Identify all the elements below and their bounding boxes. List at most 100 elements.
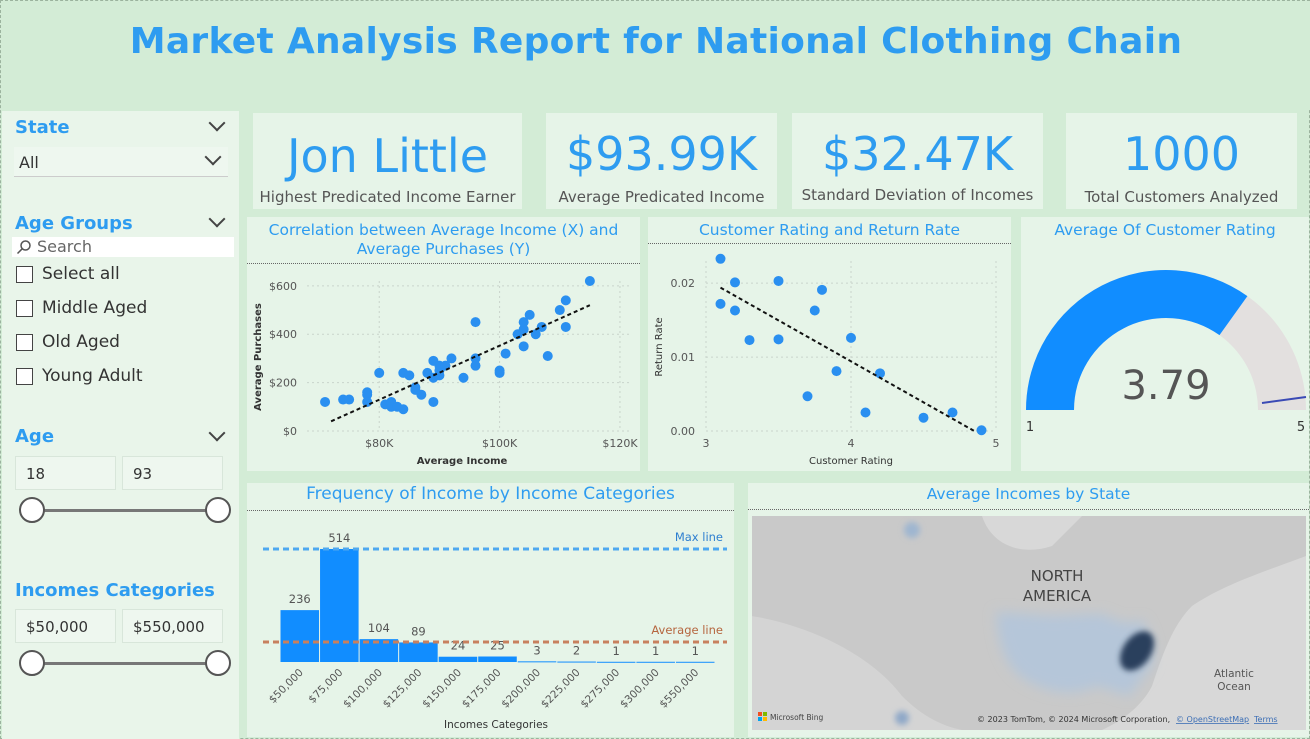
- scatter-point: [976, 425, 987, 436]
- checkbox[interactable]: [16, 334, 33, 351]
- scatter-point: [344, 394, 355, 405]
- scatter-point: [524, 309, 535, 320]
- chevron-down-icon[interactable]: [204, 148, 222, 166]
- scatter-point: [470, 360, 481, 371]
- x-axis-label: Incomes Categories: [444, 719, 548, 731]
- age-slider-min-handle[interactable]: [19, 497, 45, 523]
- checkbox[interactable]: [16, 368, 33, 385]
- map-attribution: © 2023 TomTom, © 2024 Microsoft Corporat…: [977, 715, 1170, 724]
- x-tick-label: $100K: [482, 437, 518, 450]
- option-label: Old Aged: [42, 332, 120, 352]
- histogram-bar: [596, 661, 636, 663]
- usa-heat-region: [996, 612, 1154, 696]
- scatter-point: [817, 284, 827, 295]
- age-groups-search-input[interactable]: Search: [12, 237, 234, 257]
- income-slider-track[interactable]: [32, 662, 218, 665]
- income-max-value: $550,000: [133, 618, 205, 636]
- x-tick-label: 3: [703, 437, 710, 450]
- histogram-bar: [675, 661, 715, 663]
- scatter-point: [470, 353, 481, 364]
- income-purchases-scatter-chart[interactable]: $0 $200 $400 $600 $80K $100K $120K Average Inco…: [247, 217, 640, 471]
- y-tick-label: $0: [283, 425, 297, 438]
- gauge-min-label: 1: [1026, 420, 1034, 435]
- y-tick-label: 0.01: [671, 351, 696, 364]
- y-tick-label: 0.02: [671, 277, 696, 290]
- scatter-point: [362, 387, 373, 398]
- income-slider-max-handle[interactable]: [205, 650, 231, 676]
- y-tick-label: 0.00: [671, 425, 696, 438]
- kpi-label: Average Predicated Income: [558, 188, 765, 206]
- x-tick-label: $120K: [602, 437, 638, 450]
- ocean-label: Ocean: [1217, 681, 1251, 693]
- continent-label: AMERICA: [1023, 587, 1092, 605]
- scatter-point: [773, 334, 784, 345]
- chevron-down-icon[interactable]: [208, 424, 226, 442]
- scatter-point: [470, 317, 481, 328]
- scatter-point: [530, 329, 541, 340]
- x-tick-label: $275,000: [578, 667, 622, 711]
- chevron-down-icon[interactable]: [208, 114, 226, 132]
- scatter-point: [730, 277, 740, 288]
- income-by-state-map[interactable]: NORTH AMERICA Atlantic Ocean Microsoft B…: [752, 516, 1306, 730]
- age-min-input[interactable]: 18: [15, 456, 116, 490]
- max-line-label: Max line: [675, 530, 723, 544]
- scatter-point: [554, 305, 565, 316]
- scatter-point: [320, 396, 331, 407]
- scatter-point: [831, 366, 842, 377]
- x-axis-label: Customer Rating: [809, 456, 893, 467]
- average-rating-gauge[interactable]: 3.79 1 5: [1021, 217, 1309, 471]
- age-max-input[interactable]: 93: [122, 456, 223, 490]
- scatter-point: [860, 407, 871, 418]
- scatter-point: [494, 365, 505, 376]
- x-tick-label: $100,000: [341, 667, 385, 711]
- state-filter-label: State: [15, 117, 70, 138]
- bar-data-label: 3: [533, 643, 540, 657]
- scatter-point: [744, 335, 755, 346]
- histogram-bar: [399, 642, 438, 662]
- scatter-point: [434, 370, 445, 381]
- terms-link[interactable]: Terms: [1253, 715, 1278, 724]
- x-tick-label: $125,000: [381, 667, 425, 711]
- income-max-input[interactable]: $550,000: [122, 609, 223, 643]
- openstreetmap-link[interactable]: © OpenStreetMap: [1176, 715, 1249, 724]
- scatter-point: [398, 404, 409, 415]
- kpi-label: Highest Predicated Income Earner: [259, 188, 516, 206]
- income-min-input[interactable]: $50,000: [15, 609, 116, 643]
- x-tick-label: 5: [993, 437, 1000, 450]
- scatter-point: [846, 332, 856, 343]
- rating-return-scatter-chart[interactable]: 0.00 0.01 0.02 3 4 5 Customer Rating Return Rat…: [648, 217, 1011, 471]
- income-categories-filter-label: Incomes Categories: [15, 580, 215, 601]
- income-slider-min-handle[interactable]: [19, 650, 45, 676]
- bar-data-label: 236: [289, 592, 311, 606]
- x-tick-label: 4: [848, 437, 855, 450]
- chevron-down-icon[interactable]: [208, 210, 226, 228]
- trend-line: [330, 304, 591, 423]
- checkbox[interactable]: [16, 300, 33, 317]
- bing-logo: Microsoft Bing: [758, 712, 823, 722]
- x-tick-label: $200,000: [499, 667, 543, 711]
- state-dropdown[interactable]: All: [14, 147, 228, 177]
- scatter-point: [518, 324, 529, 335]
- alaska-heat-spot: [904, 522, 920, 538]
- y-tick-label: $200: [269, 377, 297, 390]
- kpi-card-income-std-dev: $32.47K Standard Deviation of Incomes: [792, 113, 1043, 209]
- checkbox[interactable]: [16, 266, 33, 283]
- income-purchases-scatter-panel: Correlation between Average Income (X) a…: [247, 217, 640, 471]
- histogram-bar: [557, 661, 596, 663]
- kpi-value: $32.47K: [821, 127, 1014, 181]
- income-frequency-histogram[interactable]: 236 $50,000 514 $75,000 104 $100,000 89 $125,00…: [247, 483, 734, 737]
- scatter-point: [809, 305, 820, 316]
- chart-title: Average Of Customer Rating: [1054, 221, 1276, 239]
- chart-title: Average Incomes by State: [926, 485, 1131, 503]
- x-tick-label: $80K: [365, 437, 394, 450]
- age-slider-track[interactable]: [32, 509, 218, 512]
- gauge-value: 3.79: [1121, 363, 1210, 409]
- age-groups-filter-label: Age Groups: [15, 213, 133, 234]
- kpi-card-top-earner: Jon Little Highest Predicated Income Ear…: [253, 113, 522, 209]
- gauge-target-marker: [1261, 396, 1307, 404]
- scatter-point: [947, 407, 958, 418]
- scatter-point: [560, 321, 571, 332]
- y-tick-label: $400: [269, 328, 297, 341]
- bar-data-label: 89: [411, 624, 426, 638]
- age-slider-max-handle[interactable]: [205, 497, 231, 523]
